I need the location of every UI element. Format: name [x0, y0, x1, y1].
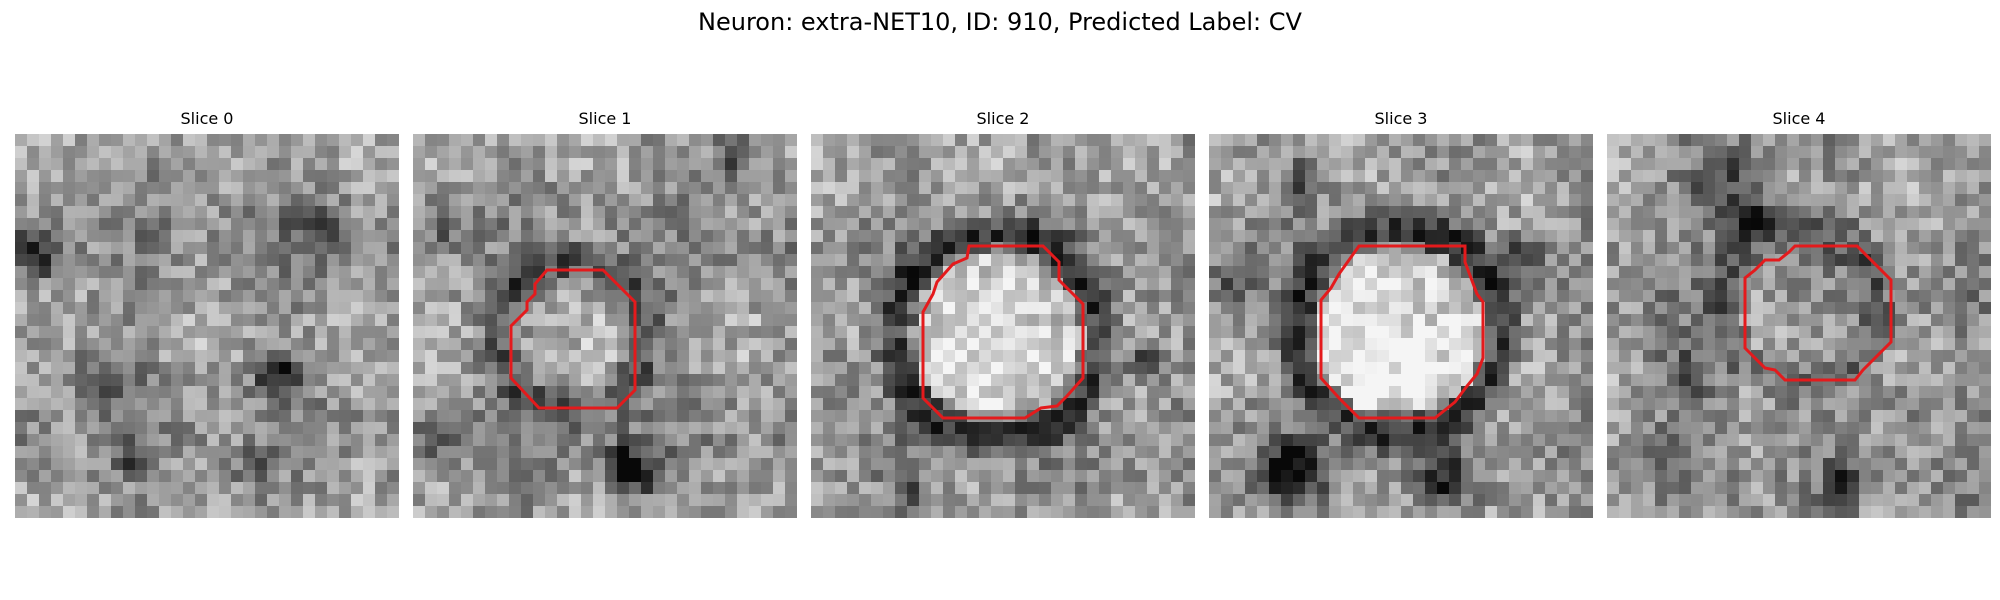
slice-title-0: Slice 0 [180, 109, 234, 128]
slice-4-svg [1607, 134, 1991, 518]
slice-image-3 [1209, 134, 1593, 518]
em-texture-1 [413, 134, 797, 518]
slice-0-svg [15, 134, 399, 518]
slice-panel-4: Slice 4 [1607, 108, 1991, 518]
slice-image-0 [15, 134, 399, 518]
slice-3-svg [1209, 134, 1593, 518]
slice-image-4 [1607, 134, 1991, 518]
em-texture-0 [15, 134, 399, 518]
slice-2-svg [811, 134, 1195, 518]
slice-title-3: Slice 3 [1374, 109, 1428, 128]
slice-title-1: Slice 1 [578, 109, 632, 128]
vesicle-contour-3 [1319, 244, 1485, 420]
em-texture-2 [811, 134, 1195, 518]
vesicle-contour-1 [509, 268, 637, 410]
slice-image-2 [811, 134, 1195, 518]
slice-title-2: Slice 2 [976, 109, 1030, 128]
slice-panel-3: Slice 3 [1209, 108, 1593, 518]
slice-title-4: Slice 4 [1772, 109, 1826, 128]
slice-1-svg [413, 134, 797, 518]
slice-panel-0: Slice 0 [15, 108, 399, 518]
figure-title: Neuron: extra-NET10, ID: 910, Predicted … [698, 8, 1302, 36]
em-texture-4 [1607, 134, 1991, 518]
vesicle-contour-2 [921, 244, 1085, 420]
slice-panel-2: Slice 2 [811, 108, 1195, 518]
vesicle-contour-4 [1743, 244, 1893, 382]
slice-image-1 [413, 134, 797, 518]
slice-panel-1: Slice 1 [413, 108, 797, 518]
em-texture-3 [1209, 134, 1593, 518]
